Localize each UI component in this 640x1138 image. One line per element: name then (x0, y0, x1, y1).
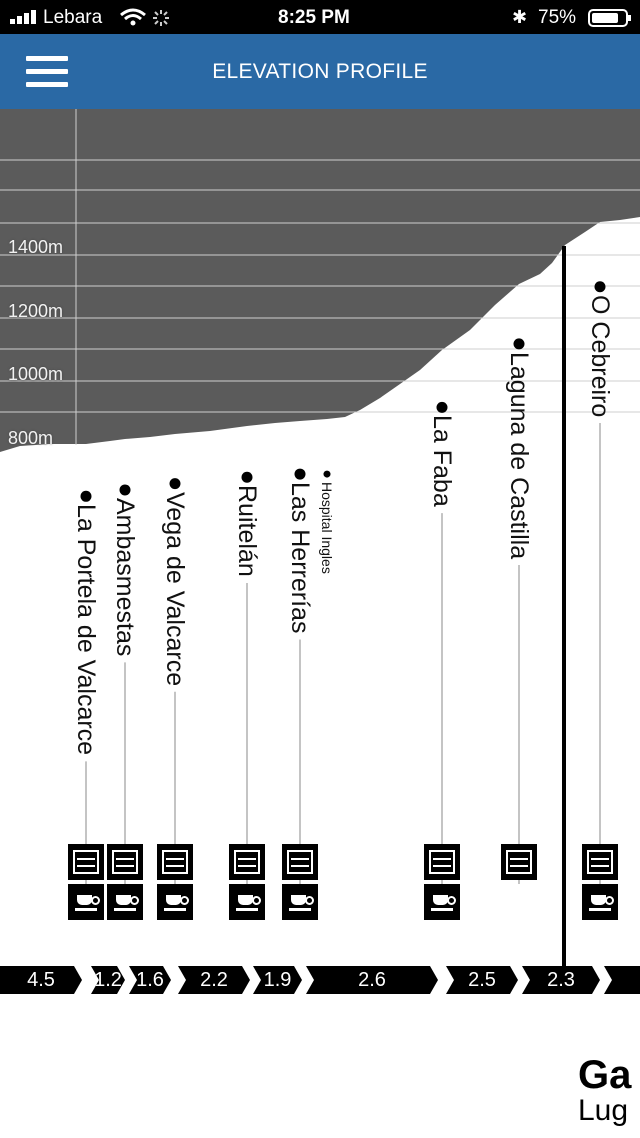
distance-segment: 2.3 (522, 966, 600, 994)
place-label[interactable]: O Cebreiro (586, 294, 614, 418)
next-region-label: Ga Lug (578, 1055, 631, 1127)
hostel-bed-icon[interactable] (68, 844, 104, 880)
cafe-cup-icon[interactable] (107, 884, 143, 920)
status-bar: Lebara 8:25 PM ✱ 75% (0, 0, 640, 34)
place-dot (294, 468, 306, 480)
distance-segment: 1.6 (129, 966, 171, 994)
hostel-bed-icon[interactable] (107, 844, 143, 880)
distance-segment: 1.9 (253, 966, 302, 994)
tick-label: 800m (8, 427, 54, 448)
cafe-cup-icon[interactable] (157, 884, 193, 920)
place-label[interactable]: La Portela de Valcarce (72, 504, 100, 756)
place-label[interactable]: Vega de Valcarce (161, 491, 189, 686)
hostel-bed-icon[interactable] (582, 844, 618, 880)
place-dot (513, 338, 525, 350)
cafe-cup-icon[interactable] (282, 884, 318, 920)
place-label[interactable]: Las Herrerías (286, 482, 314, 634)
wifi-icon (120, 8, 146, 26)
app-header: ELEVATION PROFILE (0, 34, 640, 109)
battery-icon (588, 9, 631, 27)
bluetooth-icon: ✱ (512, 7, 528, 27)
battery-percent: 75% (538, 7, 577, 28)
distance-segment: 2.6 (306, 966, 438, 994)
elevation-area (0, 109, 640, 452)
tick-label: 1200m (8, 300, 64, 321)
hostel-bed-icon[interactable] (501, 844, 537, 880)
place-dot (436, 401, 448, 413)
next-region-name: Ga (578, 1053, 632, 1097)
place-dot (323, 470, 331, 478)
elevation-profile-chart (0, 109, 640, 969)
place-dot (594, 281, 606, 293)
page-title: ELEVATION PROFILE (212, 60, 428, 83)
next-region-sub: Lug (578, 1094, 629, 1127)
tick-label: 1000m (8, 364, 64, 384)
cafe-cup-icon[interactable] (424, 884, 460, 920)
place-label[interactable]: Hospital Ingles (319, 482, 335, 574)
hostel-bed-icon[interactable] (157, 844, 193, 880)
activity-spinner-icon (153, 10, 169, 26)
place-dot (80, 490, 92, 502)
place-dot (241, 471, 253, 483)
place-label[interactable]: Ruitelán (233, 485, 261, 577)
place-label[interactable]: Ambasmestas (111, 497, 139, 657)
hostel-bed-icon[interactable] (282, 844, 318, 880)
cafe-cup-icon[interactable] (68, 884, 104, 920)
distance-segment: 2.5 (446, 966, 518, 994)
place-label[interactable]: La Faba (428, 415, 456, 508)
place-dot (119, 484, 131, 496)
distance-segment: 1.2 (91, 966, 125, 994)
distance-segment: 4.5 (0, 966, 82, 994)
hamburger-menu-icon[interactable] (26, 56, 68, 88)
cafe-cup-icon[interactable] (229, 884, 265, 920)
place-label[interactable]: Laguna de Castilla (505, 351, 533, 559)
hostel-bed-icon[interactable] (424, 844, 460, 880)
clock: 8:25 PM (278, 7, 350, 28)
place-dot (169, 478, 181, 490)
carrier-name: Lebara (43, 7, 103, 28)
distance-segment-next (604, 966, 640, 994)
cafe-cup-icon[interactable] (582, 884, 618, 920)
signal-icon (10, 10, 36, 24)
tick-label: 1400m (8, 237, 64, 257)
hostel-bed-icon[interactable] (229, 844, 265, 880)
distance-segment: 2.2 (178, 966, 250, 994)
